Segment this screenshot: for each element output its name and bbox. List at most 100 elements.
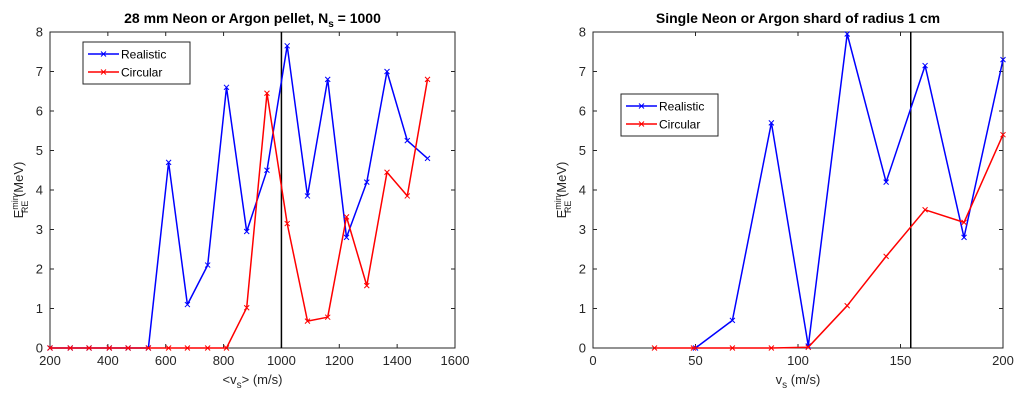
x-tick-label: 100 <box>787 353 809 368</box>
x-axis-label: <vs> (m/s) <box>223 372 283 391</box>
x-axis-label: vs (m/s) <box>776 372 821 391</box>
data-point <box>243 304 250 311</box>
y-tick-label: 0 <box>36 341 43 356</box>
y-tick-label: 6 <box>36 104 43 119</box>
data-point <box>165 345 172 351</box>
data-point <box>223 84 230 91</box>
data-point <box>223 345 230 351</box>
data-point <box>424 155 431 162</box>
data-point <box>690 345 697 351</box>
y-tick-label: 5 <box>36 143 43 158</box>
x-tick-label: 1600 <box>441 353 470 368</box>
x-tick-label: 50 <box>688 353 702 368</box>
legend: Realistic Circular <box>620 93 719 137</box>
x-tick-label: 400 <box>97 353 119 368</box>
y-tick-label: 1 <box>579 301 586 316</box>
series-line-circular <box>654 134 1004 349</box>
chart-title: Single Neon or Argon shard of radius 1 c… <box>656 10 940 26</box>
y-tick-label: 3 <box>579 222 586 237</box>
x-tick-label: 200 <box>992 353 1014 368</box>
y-tick-label: 4 <box>36 183 43 198</box>
legend-box <box>82 41 191 85</box>
x-tick-label: 1000 <box>267 353 296 368</box>
data-point <box>324 76 331 83</box>
data-point <box>404 193 411 199</box>
data-point <box>961 219 967 226</box>
data-point <box>304 193 311 199</box>
data-point <box>363 179 370 185</box>
y-tick-label: 2 <box>579 262 586 277</box>
data-point <box>284 220 291 227</box>
y-tick-label: 3 <box>36 222 43 237</box>
data-point <box>204 262 211 268</box>
data-point <box>729 345 736 351</box>
data-point <box>844 302 851 309</box>
data-point <box>86 345 92 351</box>
x-tick-label: 800 <box>213 353 235 368</box>
data-point <box>768 345 775 351</box>
plot-area <box>49 31 456 349</box>
plot-area <box>592 31 1004 349</box>
data-point <box>304 318 311 324</box>
data-point <box>264 90 270 97</box>
data-point <box>47 345 53 351</box>
data-point <box>424 76 431 83</box>
data-point <box>883 179 890 185</box>
legend-label: Realistic <box>121 48 166 62</box>
legend-label: Circular <box>659 118 700 132</box>
chart-title: 28 mm Neon or Argon pellet, Ns = 1000 <box>124 10 381 30</box>
legend-marker <box>638 103 645 109</box>
y-tick-label: 7 <box>36 64 43 79</box>
data-point <box>404 137 411 144</box>
data-point <box>125 345 131 351</box>
x-tick-label: 200 <box>39 353 61 368</box>
y-tick-label: 0 <box>579 341 586 356</box>
data-point <box>844 31 851 37</box>
data-point <box>184 301 191 308</box>
legend: Realistic Circular <box>82 41 191 85</box>
y-tick-label: 1 <box>36 301 43 316</box>
data-point <box>922 62 928 69</box>
data-point <box>343 214 350 220</box>
x-tick-label: 150 <box>890 353 912 368</box>
data-point <box>106 345 113 351</box>
data-point <box>805 344 812 351</box>
data-point <box>145 345 152 351</box>
x-tick-label: 1400 <box>383 353 412 368</box>
data-point <box>384 169 390 176</box>
y-tick-label: 5 <box>579 143 586 158</box>
legend-marker <box>100 51 107 57</box>
data-point <box>384 68 390 75</box>
x-tick-label: 1200 <box>325 353 354 368</box>
y-axis-label: EminRE (MeV) <box>553 162 573 219</box>
data-point <box>324 314 331 321</box>
data-point <box>363 282 370 289</box>
chart-panel-2: 0 50 100 150 200 0 1 2 3 4 5 6 7 8 Single Neon or Argo… <box>553 10 1014 391</box>
data-point <box>264 167 270 174</box>
data-point <box>343 234 350 241</box>
data-point <box>883 253 890 260</box>
data-point <box>67 345 74 351</box>
legend-marker <box>638 121 645 127</box>
data-point <box>768 119 775 126</box>
data-point <box>651 345 658 351</box>
data-point <box>165 159 172 166</box>
y-axis-label: EminRE (MeV) <box>10 162 30 219</box>
data-point <box>284 42 291 49</box>
y-tick-label: 6 <box>579 104 586 119</box>
legend-box <box>620 93 719 137</box>
data-point <box>961 234 967 241</box>
legend-label: Realistic <box>659 100 704 114</box>
y-tick-label: 8 <box>579 25 586 40</box>
data-point <box>729 317 736 324</box>
y-tick-label: 7 <box>579 64 586 79</box>
y-tick-label: 4 <box>579 183 586 198</box>
data-point <box>1000 131 1006 138</box>
series-line-circular <box>50 79 429 349</box>
data-point <box>1000 56 1006 63</box>
y-tick-label: 2 <box>36 262 43 277</box>
data-point <box>243 228 250 235</box>
x-tick-label: 0 <box>589 353 596 368</box>
data-point <box>204 345 211 351</box>
data-point <box>184 345 191 351</box>
